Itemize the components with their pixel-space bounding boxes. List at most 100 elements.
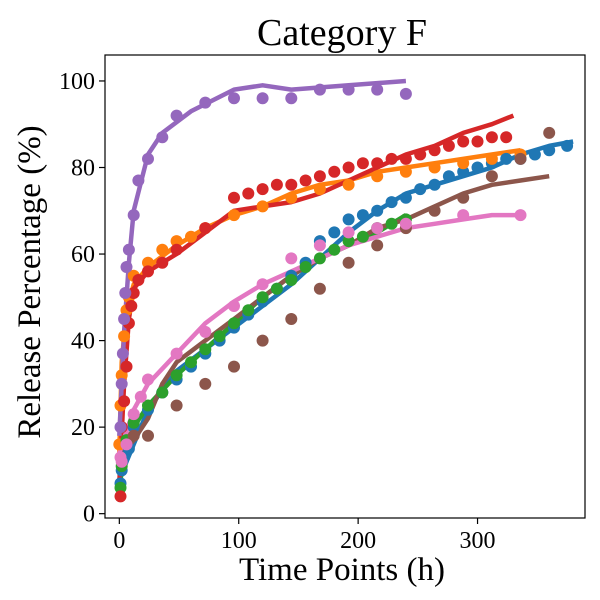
data-point-series-4 (500, 131, 513, 144)
data-point-series-5 (127, 209, 140, 222)
data-point-series-7 (313, 239, 326, 252)
data-point-series-5 (285, 92, 298, 105)
data-point-series-5 (116, 347, 129, 360)
data-point-series-3 (270, 282, 283, 295)
fit-line-series-1 (117, 139, 574, 480)
data-point-series-4 (299, 174, 312, 187)
data-point-series-5 (228, 92, 240, 105)
data-point-series-1 (414, 183, 427, 196)
data-point-series-1 (500, 152, 513, 165)
data-point-series-3 (242, 304, 255, 317)
data-point-series-4 (242, 187, 255, 200)
data-point-series-4 (270, 178, 283, 191)
data-point-series-4 (118, 395, 131, 408)
data-point-series-6 (313, 282, 326, 295)
data-point-series-6 (199, 377, 212, 390)
data-point-series-3 (328, 243, 341, 256)
data-point-series-4 (120, 360, 133, 373)
data-point-series-7 (371, 222, 384, 235)
data-point-series-4 (142, 265, 154, 278)
data-point-series-6 (371, 239, 384, 252)
data-point-series-2 (185, 230, 197, 243)
data-point-series-2 (285, 191, 298, 204)
data-point-series-4 (414, 148, 427, 161)
data-point-series-1 (543, 144, 556, 157)
data-point-series-5 (313, 83, 326, 96)
data-point-series-1 (471, 161, 484, 174)
data-point-series-5 (170, 109, 183, 122)
y-tick-label: 20 (71, 415, 95, 441)
data-point-series-3 (199, 343, 212, 356)
data-point-series-4 (285, 178, 298, 191)
data-point-series-7 (399, 217, 412, 230)
data-point-series-1 (356, 209, 369, 222)
data-point-series-5 (122, 243, 135, 256)
data-point-series-5 (156, 131, 169, 144)
data-point-series-2 (228, 209, 240, 222)
y-tick-label: 60 (71, 242, 95, 268)
data-point-series-2 (313, 183, 326, 196)
data-point-series-4 (127, 287, 140, 299)
data-point-series-6 (142, 429, 154, 442)
data-point-series-2 (485, 152, 498, 165)
data-point-series-5 (199, 96, 212, 109)
data-point-series-7 (115, 455, 128, 468)
data-point-series-1 (342, 213, 355, 226)
data-point-series-4 (156, 256, 169, 269)
y-tick-label: 0 (83, 502, 95, 528)
data-point-series-7 (199, 325, 212, 338)
data-point-series-4 (356, 157, 369, 170)
data-point-series-7 (342, 226, 355, 239)
data-point-series-6 (127, 429, 140, 442)
data-point-series-6 (543, 126, 556, 139)
data-point-series-3 (385, 217, 398, 230)
data-point-series-2 (142, 256, 154, 269)
data-point-series-3 (213, 330, 226, 343)
data-point-series-3 (142, 399, 154, 412)
data-point-series-3 (356, 230, 369, 243)
data-point-series-3 (313, 252, 326, 265)
data-point-series-3 (256, 291, 269, 304)
data-point-series-2 (256, 200, 269, 213)
data-point-series-6 (256, 334, 269, 347)
data-point-series-4 (199, 222, 212, 235)
x-axis-label: Time Points (h) (239, 552, 445, 588)
data-point-series-6 (228, 360, 240, 373)
data-point-series-4 (114, 490, 127, 503)
data-point-series-7 (457, 209, 470, 222)
y-tick-label: 40 (71, 329, 95, 355)
data-point-series-1 (528, 148, 541, 161)
data-point-series-2 (170, 235, 183, 248)
data-point-series-3 (114, 481, 127, 494)
data-point-series-4 (471, 135, 484, 148)
data-point-series-5 (399, 87, 412, 100)
data-point-series-3 (170, 369, 183, 382)
data-point-series-2 (457, 157, 470, 170)
data-point-series-1 (561, 139, 574, 152)
fit-line-series-4 (117, 113, 515, 484)
data-point-series-4 (457, 135, 470, 148)
data-markers (113, 83, 574, 503)
data-point-series-4 (328, 165, 341, 178)
data-point-series-4 (170, 243, 183, 256)
data-point-series-5 (342, 83, 355, 96)
data-point-series-4 (256, 183, 269, 196)
data-point-series-4 (313, 170, 326, 183)
data-point-series-4 (342, 161, 355, 174)
data-point-series-6 (485, 170, 498, 183)
data-point-series-5 (120, 261, 133, 273)
data-point-series-6 (514, 152, 527, 165)
x-tick-label: 0 (113, 528, 125, 554)
data-point-series-4 (371, 157, 384, 170)
data-point-series-1 (399, 191, 412, 204)
data-point-series-3 (127, 416, 140, 429)
data-point-series-5 (132, 174, 145, 187)
data-point-series-4 (442, 139, 455, 152)
data-point-series-1 (385, 196, 398, 209)
data-point-series-3 (228, 317, 240, 330)
data-point-series-2 (342, 178, 355, 191)
data-point-series-2 (428, 161, 441, 174)
data-point-series-6 (342, 256, 355, 269)
data-point-series-7 (228, 300, 240, 312)
axes: 0 100 200 300 0 20 40 60 80 100 (59, 69, 496, 554)
